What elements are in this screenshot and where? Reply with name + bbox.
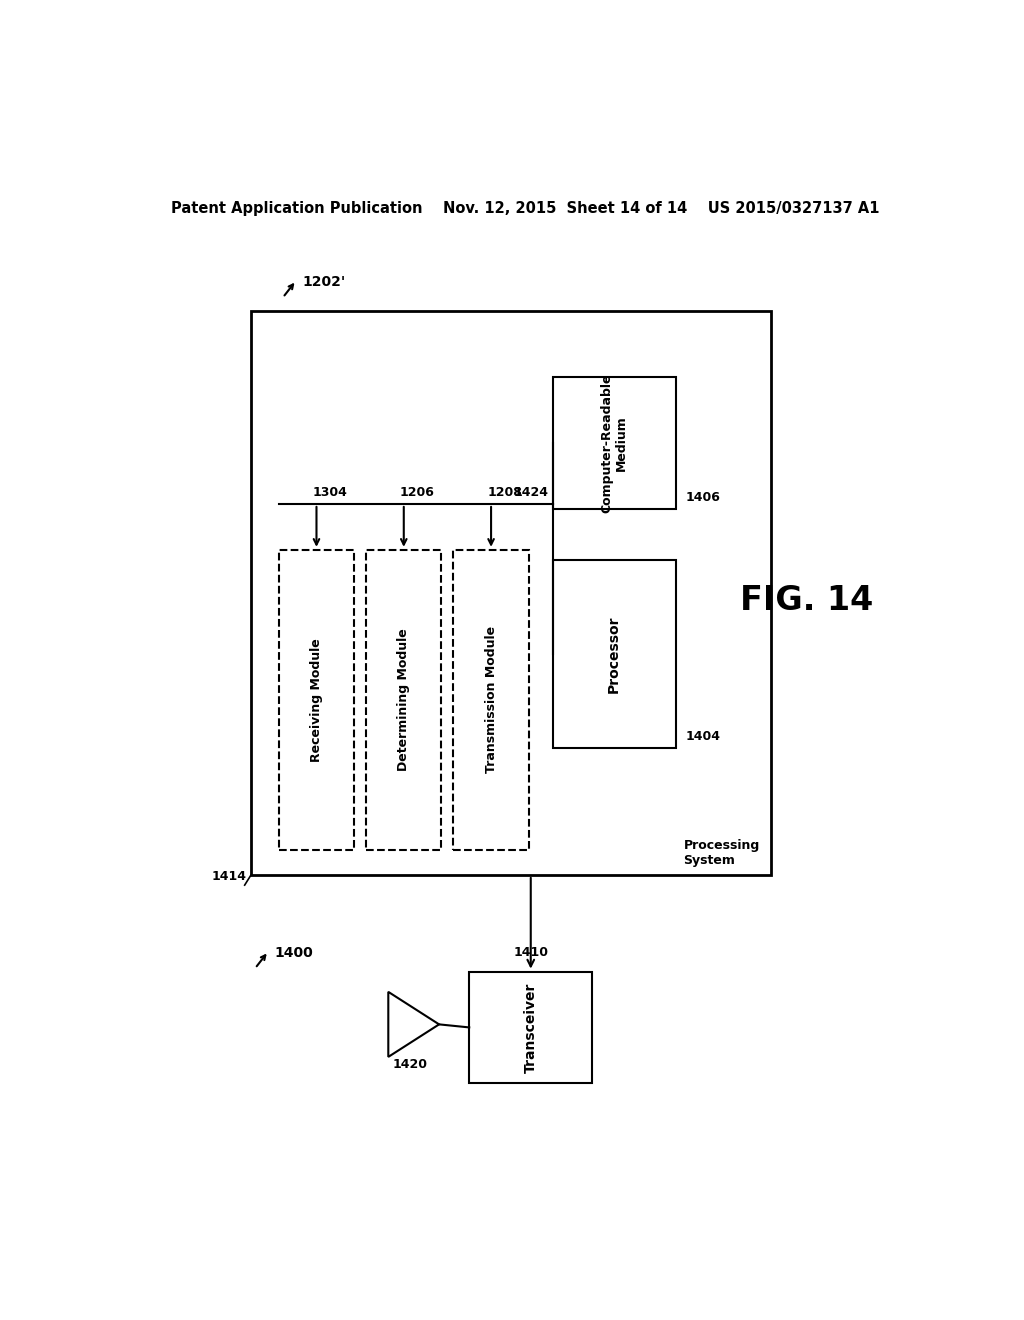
Text: Processing
System: Processing System: [684, 838, 760, 867]
Text: 1406: 1406: [685, 491, 720, 504]
Bar: [469, 972, 592, 1084]
Bar: [367, 549, 441, 850]
Text: 1404: 1404: [685, 730, 720, 743]
Bar: [279, 549, 354, 850]
Text: 1208: 1208: [487, 486, 522, 499]
Bar: [553, 378, 676, 510]
Text: 1206: 1206: [399, 486, 434, 499]
Text: 1202': 1202': [303, 276, 346, 289]
Text: 1424: 1424: [514, 486, 549, 499]
Text: 1304: 1304: [312, 486, 347, 499]
Text: Patent Application Publication    Nov. 12, 2015  Sheet 14 of 14    US 2015/03271: Patent Application Publication Nov. 12, …: [171, 201, 879, 215]
Text: 1410: 1410: [513, 946, 548, 960]
Text: Transceiver: Transceiver: [523, 982, 538, 1073]
Text: 1400: 1400: [274, 946, 313, 960]
Bar: [251, 310, 771, 875]
Text: FIG. 14: FIG. 14: [740, 583, 873, 616]
Bar: [553, 560, 676, 748]
Text: 1414: 1414: [212, 870, 247, 883]
Text: Processor: Processor: [607, 615, 622, 693]
Text: Transmission Module: Transmission Module: [484, 626, 498, 774]
Text: Computer-Readable
Medium: Computer-Readable Medium: [600, 374, 628, 512]
Text: 1420: 1420: [392, 1057, 427, 1071]
Text: Receiving Module: Receiving Module: [310, 638, 323, 762]
Bar: [454, 549, 528, 850]
Text: Determining Module: Determining Module: [397, 628, 411, 771]
